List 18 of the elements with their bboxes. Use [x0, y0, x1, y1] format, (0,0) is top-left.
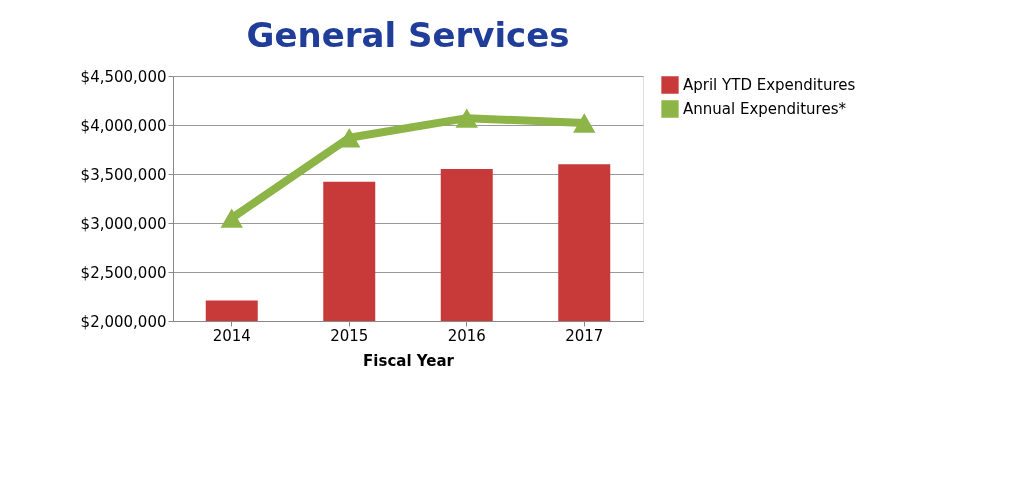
y-tick-label: $4,000,000 — [80, 116, 167, 135]
x-axis-title: Fiscal Year — [363, 351, 455, 370]
x-tick-label: 2014 — [212, 326, 251, 345]
y-tick-label: $4,500,000 — [80, 67, 167, 86]
y-tick-label: $2,000,000 — [80, 312, 167, 331]
point — [338, 128, 361, 148]
legend-label: Annual Expenditures* — [683, 100, 847, 118]
y-tick-label: $2,500,000 — [80, 263, 167, 282]
legend-label: April YTD Expenditures — [683, 76, 856, 94]
chart-title: General Services — [246, 15, 570, 55]
x-tick-label: 2017 — [565, 326, 604, 345]
point — [455, 108, 478, 128]
x-tick-label: 2015 — [330, 326, 369, 345]
y-tick-label: $3,500,000 — [80, 165, 167, 184]
y-tick-label: $3,000,000 — [80, 214, 167, 233]
point — [220, 208, 243, 228]
point — [573, 113, 596, 133]
x-tick-label: 2016 — [447, 326, 486, 345]
